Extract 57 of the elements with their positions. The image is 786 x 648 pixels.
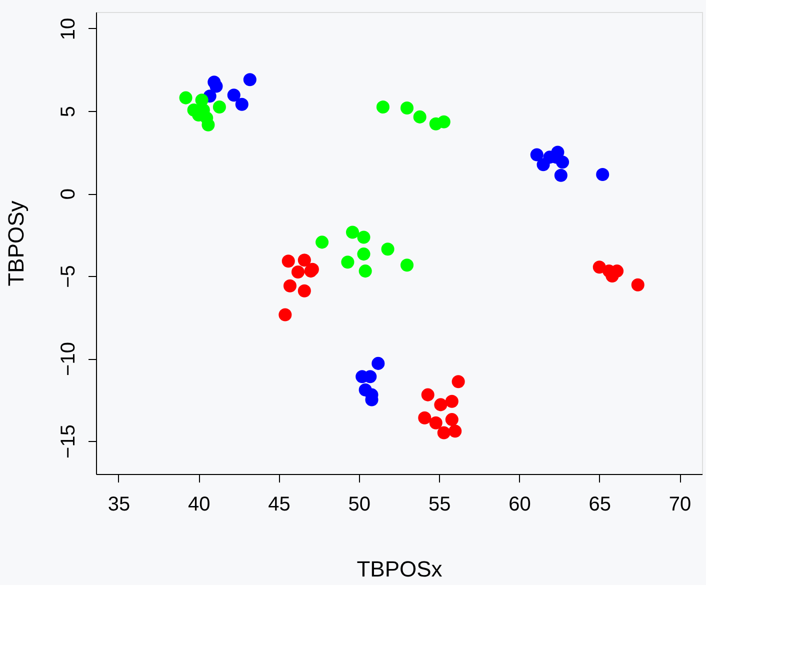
point [282, 254, 295, 268]
x-tick-label: 60 [508, 494, 531, 516]
point [212, 100, 226, 114]
point [235, 98, 248, 111]
point [346, 226, 360, 239]
point [372, 356, 385, 370]
y-tick-label: −10 [58, 342, 80, 376]
point [179, 91, 192, 104]
point [554, 168, 568, 182]
point [448, 424, 462, 438]
point [376, 100, 390, 114]
point [400, 102, 414, 115]
y-axis-title: TBPOSy [4, 200, 28, 286]
x-tick-label: 55 [428, 494, 451, 516]
x-tick-label: 50 [348, 494, 371, 516]
point [195, 94, 208, 107]
y-tick-label: 5 [58, 106, 80, 118]
y-tick-label: 10 [58, 18, 80, 40]
point [445, 394, 458, 408]
point [358, 264, 372, 278]
point [357, 248, 370, 261]
point [298, 254, 311, 267]
point [437, 115, 450, 128]
point [278, 308, 292, 322]
point [400, 258, 414, 272]
point [381, 242, 394, 256]
point [434, 398, 448, 412]
point [418, 411, 432, 424]
point [283, 279, 297, 292]
point [596, 168, 610, 182]
y-tick-label: −5 [58, 265, 80, 288]
point [421, 388, 434, 402]
point [227, 88, 240, 102]
point [631, 278, 644, 292]
x-tick-label: 35 [108, 494, 130, 516]
point [452, 375, 465, 388]
x-tick-label: 40 [188, 494, 210, 516]
point [556, 156, 570, 169]
y-tick-label: −15 [58, 424, 80, 458]
point [445, 413, 458, 426]
x-tick-label: 45 [268, 494, 290, 516]
point [413, 110, 426, 124]
x-axis-title: TBPOSx [356, 556, 442, 582]
x-tick-label: 70 [668, 494, 692, 516]
point [210, 80, 223, 93]
point [291, 266, 305, 279]
point [316, 236, 329, 249]
point [298, 284, 311, 298]
y-tick-label: 0 [58, 188, 80, 200]
point [341, 256, 354, 269]
point [429, 416, 442, 430]
point [243, 73, 256, 86]
x-tick-label: 65 [588, 494, 612, 516]
point [200, 111, 214, 124]
point [530, 148, 544, 162]
point [437, 426, 450, 440]
point [357, 230, 370, 244]
